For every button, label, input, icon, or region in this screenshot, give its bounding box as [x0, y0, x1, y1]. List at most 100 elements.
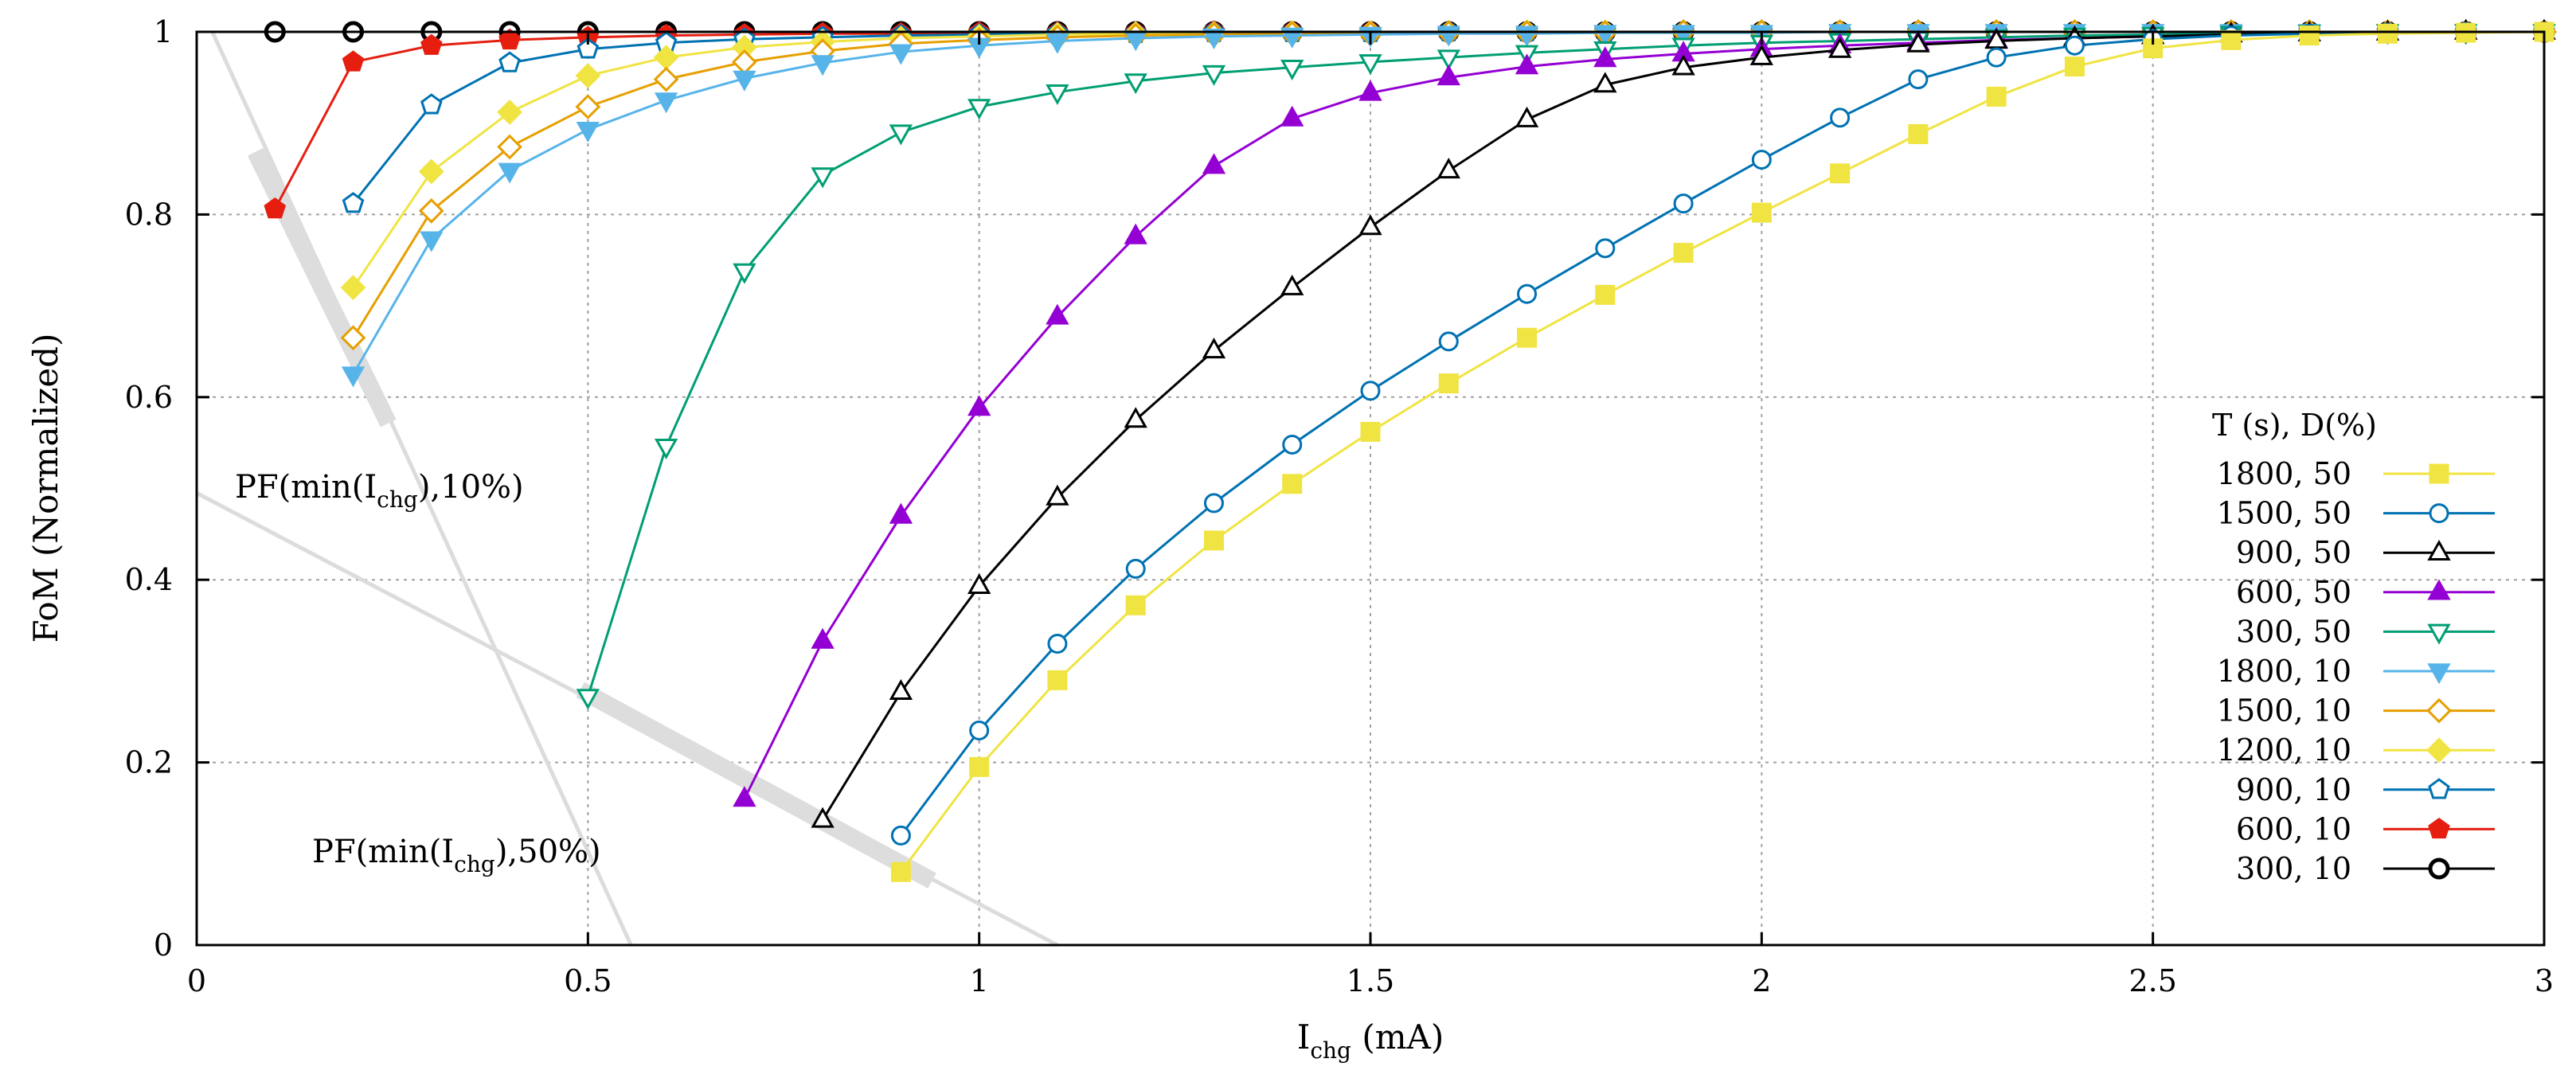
point-1500-50-15 [2064, 35, 2085, 56]
axis-ticks: 0 0.5 1 1.5 2 2.5 3 0 0.2 0.4 0.6 0.8 1 [125, 14, 2555, 998]
point-1800-50-2 [1047, 670, 1068, 690]
point-300-50-0 [576, 689, 600, 710]
point-1800-10-5 [733, 70, 756, 92]
x-tick-label-3: 1.5 [1347, 963, 1394, 998]
point-1500-50-11 [1751, 150, 1772, 170]
point-1800-10-2 [498, 162, 522, 184]
point-1800-10-16 [1593, 25, 1617, 46]
legend-marker-600-50 [2427, 579, 2451, 600]
legend-label-300-50: 300, 50 [2236, 614, 2351, 649]
point-900-50-8 [1437, 158, 1460, 179]
point-900-10-0 [342, 192, 365, 213]
point-600-50-2 [889, 502, 913, 524]
legend-label-1200-10: 1200, 10 [2217, 732, 2351, 768]
y-tick-label-1: 0.2 [125, 745, 173, 780]
point-1200-10-3 [575, 63, 601, 88]
legend-marker-300-50 [2427, 623, 2451, 645]
legend-entry-600-10: 600, 10 [2236, 811, 2495, 846]
point-1800-10-11 [1202, 29, 1226, 49]
data-series [264, 18, 2557, 882]
legend-label-300-10: 300, 10 [2236, 851, 2351, 886]
point-1500-50-8 [1517, 283, 1538, 304]
legend-marker-1500-10 [2426, 697, 2452, 724]
point-600-50-0 [733, 786, 756, 807]
point-1200-10-4 [653, 45, 679, 71]
point-1500-10-5 [731, 49, 757, 75]
legend-marker-1800-50 [2429, 463, 2449, 484]
legend-marker-900-50 [2427, 539, 2451, 561]
point-1800-10-0 [341, 366, 365, 388]
series-1800-50 [890, 21, 2555, 882]
point-900-50-6 [1280, 274, 1304, 295]
pareto-band-2 [576, 682, 936, 889]
point-1800-50-11 [1751, 202, 1772, 223]
y-tick-label-5: 1 [154, 14, 173, 49]
legend-entry-300-50: 300, 50 [2236, 614, 2495, 649]
point-1800-10-9 [1046, 33, 1069, 54]
x-tick-label-0: 0 [187, 963, 206, 998]
point-1800-10-6 [811, 55, 835, 76]
point-900-50-3 [1046, 484, 1069, 506]
legend-label-1800-50: 1800, 50 [2217, 456, 2351, 491]
point-600-10-3 [498, 28, 521, 50]
legend-entry-900-50: 900, 50 [2236, 535, 2495, 570]
point-1500-50-2 [1047, 633, 1068, 654]
point-600-50-6 [1202, 153, 1226, 174]
point-1500-10-0 [340, 325, 366, 351]
point-300-50-1 [654, 439, 678, 459]
point-1800-50-7 [1438, 373, 1459, 394]
y-axis-label: FoM (Normalized) [26, 334, 65, 643]
point-600-10-0 [264, 197, 287, 219]
point-900-50-7 [1358, 214, 1382, 236]
point-1500-10-3 [575, 94, 601, 119]
legend-entry-1500-10: 1500, 10 [2217, 693, 2495, 729]
legend-label-900-10: 900, 10 [2236, 772, 2351, 807]
point-1800-50-14 [1986, 86, 2007, 107]
point-900-50-10 [1593, 72, 1617, 93]
legend-entry-1800-50: 1800, 50 [2217, 456, 2495, 491]
point-1800-50-5 [1282, 474, 1303, 494]
point-1500-50-3 [1125, 558, 1146, 579]
point-1800-50-13 [1908, 123, 1929, 144]
point-900-10-1 [420, 93, 443, 115]
legend-entry-1500-50: 1500, 50 [2217, 496, 2495, 531]
x-tick-label-6: 3 [2535, 963, 2554, 998]
point-1800-50-12 [1830, 163, 1851, 184]
point-900-50-9 [1515, 106, 1539, 127]
legend-label-600-10: 600, 10 [2236, 811, 2351, 846]
point-600-50-7 [1280, 105, 1304, 127]
point-300-50-5 [967, 99, 991, 120]
point-600-50-10 [1515, 53, 1539, 75]
point-1500-10-2 [497, 134, 522, 160]
point-300-50-8 [1202, 64, 1226, 86]
point-1500-50-4 [1203, 493, 1224, 514]
point-1800-50-4 [1203, 530, 1224, 551]
legend-marker-900-10 [2428, 778, 2450, 799]
grid-lines [197, 32, 2544, 945]
annotation-pf-50: PF(min(Ichg),50%) [312, 834, 601, 877]
legend-entry-600-50: 600, 50 [2236, 575, 2495, 610]
x-axis-label: Ichg (mA) [1297, 1018, 1444, 1064]
point-600-50-11 [1593, 46, 1617, 68]
point-1200-10-1 [418, 158, 444, 185]
annotation-pf-10: PF(min(Ichg),10%) [235, 469, 524, 513]
legend-entry-1800-10: 1800, 10 [2217, 654, 2495, 689]
point-900-50-12 [1749, 44, 1773, 65]
point-1500-50-7 [1438, 331, 1459, 352]
series-600-10 [264, 20, 2555, 219]
point-1800-50-1 [969, 756, 990, 777]
point-1800-50-3 [1125, 595, 1146, 615]
y-tick-label-4: 0.8 [125, 197, 173, 232]
point-1200-10-2 [497, 100, 522, 125]
point-600-10-2 [420, 33, 443, 55]
point-600-50-8 [1358, 80, 1382, 101]
point-1800-10-1 [420, 231, 444, 252]
point-900-50-13 [1827, 37, 1852, 58]
pareto-fronts [195, 30, 1059, 947]
point-1800-50-19 [2377, 23, 2398, 44]
point-1500-50-12 [1830, 107, 1851, 128]
point-900-50-4 [1124, 407, 1147, 428]
point-1800-50-9 [1595, 284, 1616, 305]
legend-marker-1200-10 [2426, 737, 2452, 764]
point-1800-50-15 [2064, 57, 2085, 77]
